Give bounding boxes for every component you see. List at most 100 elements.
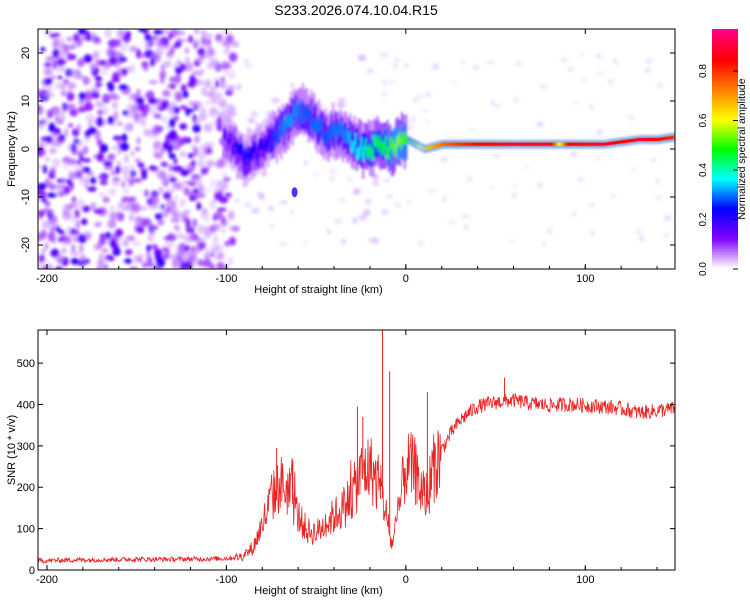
speckle [197,156,204,167]
speckle [200,87,208,92]
speckle [62,185,71,195]
speckle [198,113,207,121]
speckle [48,122,56,133]
speckle [99,143,109,153]
speckle [179,151,187,158]
speckle [171,216,179,223]
speckle [218,180,226,187]
speckle [594,157,602,161]
speckle [54,187,65,196]
y-axis-label: Frequency (Hz) [6,111,18,187]
ridge-core [596,142,598,146]
speckle [178,63,187,72]
ridge-core [617,140,620,144]
ridge-core [477,142,480,146]
speckle [69,171,76,182]
colorbar-segment [712,171,738,175]
ridge-cell [363,146,366,158]
ridge-core [484,142,487,146]
ridge-cell [298,105,302,118]
ridge-cell [265,140,269,153]
speckle [79,243,84,254]
colorbar-segment [712,31,738,35]
speckle [97,238,104,249]
speckle [117,121,123,126]
speckle [66,225,73,232]
speckle [269,223,275,230]
colorbar-segment [712,161,738,165]
colorbar-segment [712,146,738,150]
colorbar-segment [712,69,738,73]
ridge-cell [244,151,247,177]
ridge-core [545,142,548,146]
speckle [40,47,46,52]
speckle [200,172,205,177]
colorbar-segment [712,96,738,100]
colorbar-tick-label: 0.4 [698,163,709,177]
speckle [392,63,399,69]
speckle [102,196,110,203]
speckle [210,241,219,249]
speckle [406,199,412,205]
speckle [179,123,188,130]
speckle [52,158,61,168]
y-tick-label: 200 [17,482,35,494]
speckle [223,47,231,55]
ridge-cell [402,133,405,159]
colorbar-segment [712,111,738,115]
speckle [41,196,47,203]
ridge-core [513,142,516,146]
speckle [136,226,143,233]
speckle [52,38,60,48]
speckle [366,68,375,74]
speckle [197,71,203,77]
speckle [83,56,92,63]
ridge-core [646,137,649,141]
speckle [137,162,145,168]
speckle [371,237,379,244]
ridge-cell [373,135,376,147]
ridge-cell [330,114,333,140]
speckle [166,187,177,194]
colorbar-segment [712,99,738,103]
speckle [172,139,180,150]
speckle [87,126,97,135]
ridge-cell [326,133,329,145]
colorbar-segment [712,184,738,188]
speckle [418,240,424,246]
speckle [116,147,122,156]
colorbar-segment [712,89,738,93]
speckle [50,225,56,230]
speckle [271,97,280,104]
ridge-cell [245,153,248,165]
speckle [381,208,389,216]
ridge-cell [369,143,372,156]
speckle [58,44,66,50]
speckle [134,146,141,152]
speckle [43,67,53,76]
speckle [150,35,159,41]
speckle [171,211,177,217]
speckle [200,29,207,38]
speckle [175,250,185,258]
speckle [169,253,177,260]
ridge-cell [673,136,675,139]
speckle [93,209,104,214]
speckle [461,214,471,219]
speckle [101,248,109,253]
plot-frame [37,329,676,571]
speckle [71,196,77,204]
ridge-cell [281,111,284,137]
speckle [225,192,233,198]
speckle [663,215,672,221]
colorbar-segment [712,54,738,58]
ridge-cell [301,105,304,131]
speckle [96,116,104,127]
speckle [121,68,128,76]
speckle [425,91,432,97]
speckle [199,237,209,243]
speckle [112,72,120,82]
ridge-cell [382,140,385,152]
ridge-cell [222,133,225,159]
speckle [43,90,48,100]
